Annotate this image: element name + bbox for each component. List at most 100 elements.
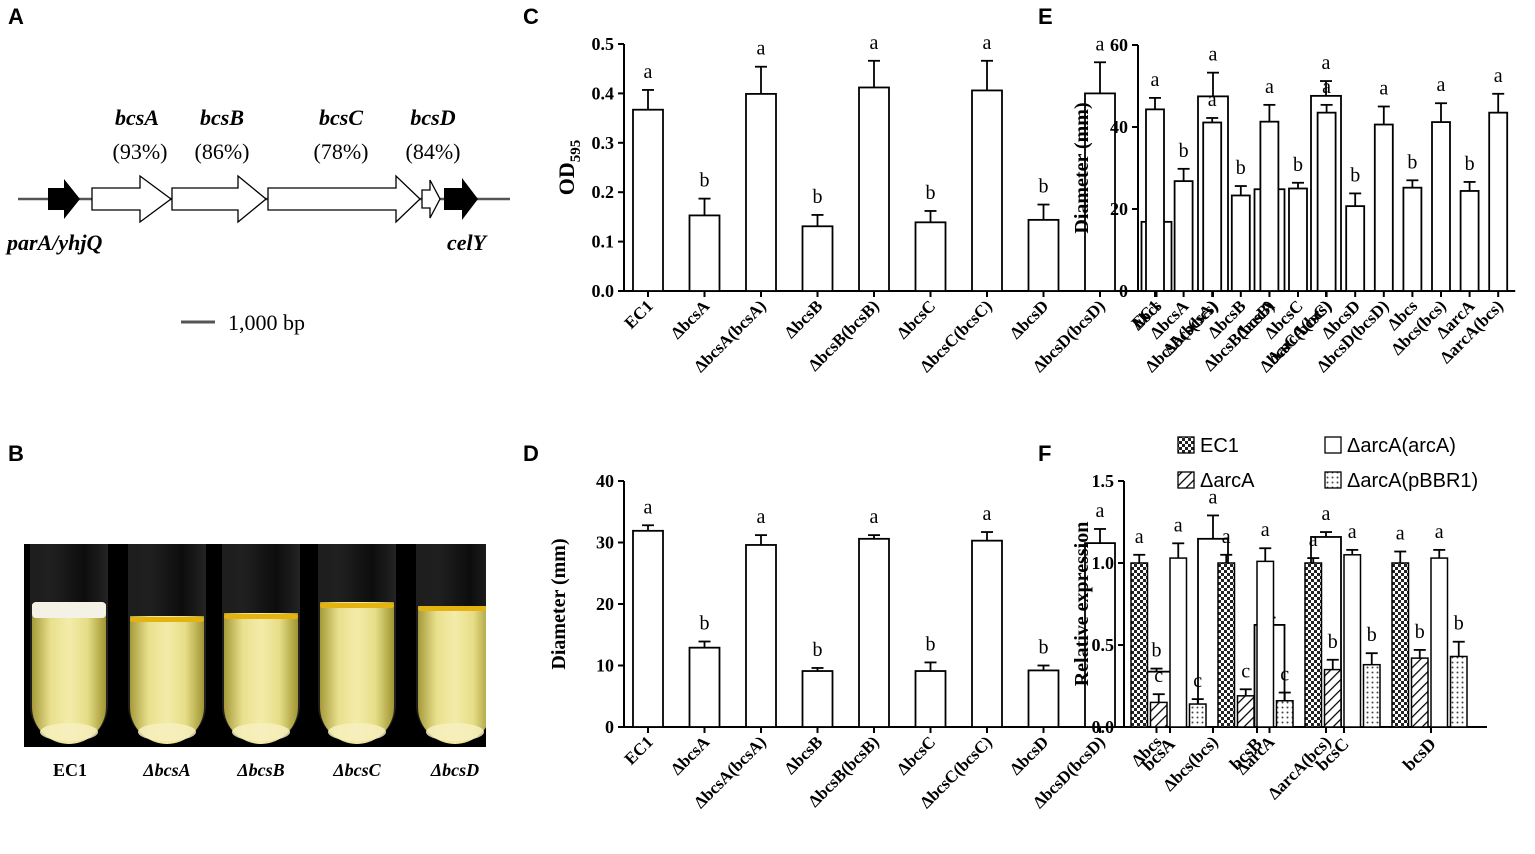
gene-identity-bcsC: (78%) bbox=[314, 139, 369, 164]
y-tick-label-D: 40 bbox=[596, 471, 614, 491]
significance-letter-C: b bbox=[813, 186, 823, 208]
significance-letter-F: a bbox=[1174, 514, 1183, 536]
bar-F-hatch bbox=[1236, 695, 1255, 728]
significance-letter-D: a bbox=[644, 496, 653, 518]
significance-letter-F: c bbox=[1193, 670, 1202, 692]
bar-F-dots bbox=[1362, 663, 1381, 728]
bar-E bbox=[1259, 120, 1280, 292]
bar-F-checker bbox=[1391, 562, 1410, 728]
bar-E bbox=[1316, 111, 1337, 292]
significance-letter-F: a bbox=[1435, 521, 1444, 543]
bar-F-checker bbox=[1217, 562, 1236, 728]
significance-letter-D: a bbox=[1209, 486, 1218, 508]
gene-arrow-bcsA bbox=[91, 174, 173, 224]
significance-letter-E: a bbox=[1494, 65, 1503, 87]
bar-C bbox=[971, 89, 1003, 292]
bar-F-dots bbox=[1188, 703, 1207, 728]
bar-D bbox=[858, 537, 890, 728]
significance-letter-F: b bbox=[1415, 621, 1425, 643]
legend-swatch-dots bbox=[1324, 471, 1342, 489]
significance-letter-F: a bbox=[1309, 529, 1318, 551]
gene-name-bcsC: bcsC bbox=[319, 105, 363, 130]
tube-photo bbox=[24, 544, 486, 747]
bar-C bbox=[801, 225, 834, 292]
x-tick-label-D: EC1 bbox=[621, 732, 657, 768]
significance-letter-F: c bbox=[1280, 664, 1289, 686]
gene-arrow-bcsD bbox=[421, 179, 441, 219]
y-tick-label-F: 1.0 bbox=[1092, 553, 1115, 573]
significance-letter-C: a bbox=[757, 38, 766, 60]
bar-E bbox=[1173, 180, 1194, 292]
bar-F-open bbox=[1169, 557, 1188, 728]
y-axis-label-F: Relative expression bbox=[1071, 522, 1093, 687]
gene-map: bcsA (93%) bcsB (86%) bcsC (78%) bcsD (8… bbox=[5, 105, 510, 335]
bar-E bbox=[1373, 123, 1394, 292]
bar-E bbox=[1202, 121, 1223, 292]
y-axis-label-C: OD595 bbox=[554, 140, 584, 196]
significance-letter-E: a bbox=[1151, 69, 1160, 91]
y-tick-label-F: 0.0 bbox=[1092, 717, 1115, 737]
y-tick-label-E: 60 bbox=[1110, 35, 1128, 55]
significance-letter-F: a bbox=[1222, 526, 1231, 548]
y-tick-label-C: 0.0 bbox=[592, 281, 615, 301]
legend-label: EC1 bbox=[1200, 435, 1239, 457]
panel-letter-d: D bbox=[523, 441, 539, 466]
bar-F-hatch bbox=[1323, 668, 1342, 728]
significance-letter-C: b bbox=[926, 182, 936, 204]
tube-bcsa bbox=[128, 544, 206, 747]
tube-label-bcsd: ΔbcsD bbox=[430, 760, 480, 780]
significance-letter-C: b bbox=[1039, 176, 1049, 198]
y-tick-label-C: 0.2 bbox=[592, 182, 615, 202]
significance-letter-F: c bbox=[1241, 660, 1250, 682]
y-axis-label-E: Diameter (mm) bbox=[1071, 102, 1093, 233]
flank-left-label: parA/yhjQ bbox=[5, 230, 102, 255]
significance-letter-E: b bbox=[1350, 164, 1360, 186]
significance-letter-F: b bbox=[1454, 613, 1464, 635]
significance-letter-F: a bbox=[1261, 519, 1270, 541]
x-tick-label-C: ΔbcsA bbox=[667, 296, 714, 343]
bar-E bbox=[1345, 205, 1366, 292]
bar-F-hatch bbox=[1149, 701, 1168, 728]
tube-bcsb bbox=[222, 544, 300, 747]
significance-letter-E: b bbox=[1179, 140, 1189, 162]
legend-label: ΔarcA(pBBR1) bbox=[1347, 470, 1478, 492]
gene-identity-bcsB: (86%) bbox=[195, 139, 250, 164]
significance-letter-D: a bbox=[1322, 503, 1331, 525]
bar-D bbox=[1084, 542, 1116, 728]
tube-bcsc bbox=[318, 544, 396, 747]
significance-letter-E: a bbox=[1322, 76, 1331, 98]
significance-letter-D: b bbox=[1152, 640, 1162, 662]
significance-letter-C: a bbox=[1096, 33, 1105, 55]
x-tick-label-C: EC1 bbox=[621, 296, 657, 332]
significance-letter-C: a bbox=[870, 32, 879, 54]
bar-F-open bbox=[1430, 557, 1449, 728]
tube-bcsd bbox=[416, 544, 486, 747]
y-tick-label-D: 20 bbox=[596, 594, 614, 614]
gene-arrow-celY bbox=[444, 178, 478, 220]
bar-F-checker bbox=[1130, 562, 1149, 728]
tube-label-bcsb: ΔbcsB bbox=[237, 760, 285, 780]
panel-letter-e: E bbox=[1038, 4, 1053, 29]
legend-swatch-open bbox=[1324, 436, 1342, 454]
y-tick-label-E: 20 bbox=[1110, 199, 1128, 219]
y-tick-label-C: 0.3 bbox=[592, 133, 615, 153]
significance-letter-E: b bbox=[1293, 154, 1303, 176]
y-tick-label-E: 40 bbox=[1110, 117, 1128, 137]
y-tick-label-D: 10 bbox=[596, 656, 614, 676]
significance-letter-E: a bbox=[1265, 76, 1274, 98]
significance-letter-D: b bbox=[1039, 637, 1049, 659]
significance-letter-F: b bbox=[1367, 624, 1377, 646]
significance-letter-C: a bbox=[1322, 52, 1331, 74]
bar-E bbox=[1288, 187, 1308, 292]
significance-letter-D: a bbox=[870, 506, 879, 528]
x-tick-label-D: ΔbcsA bbox=[667, 732, 714, 779]
significance-letter-E: a bbox=[1208, 89, 1217, 111]
bar-F-checker bbox=[1304, 562, 1323, 728]
significance-letter-E: a bbox=[1437, 74, 1446, 96]
significance-letter-E: b bbox=[1236, 157, 1246, 179]
flank-right-label: celY bbox=[447, 230, 489, 255]
y-tick-label-C: 0.1 bbox=[592, 232, 615, 252]
significance-letter-E: b bbox=[1407, 151, 1417, 173]
bar-D bbox=[801, 670, 834, 728]
gene-identity-bcsA: (93%) bbox=[113, 139, 168, 164]
